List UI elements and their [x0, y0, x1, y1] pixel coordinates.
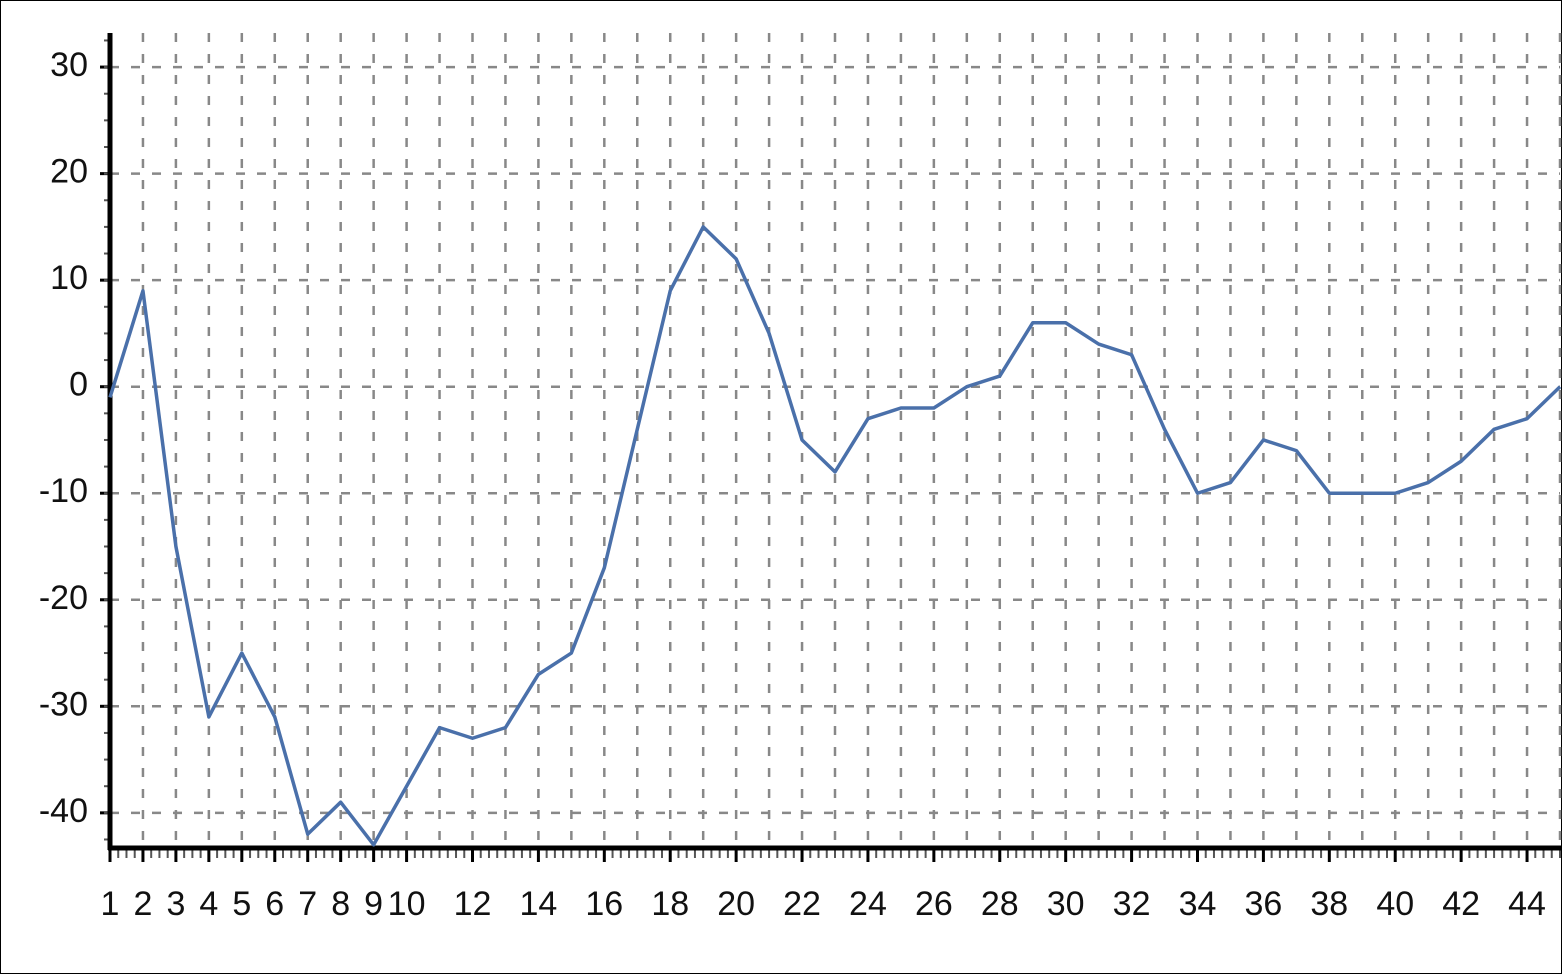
- x-tick-label: 32: [1113, 885, 1151, 923]
- x-tick-label: 7: [298, 885, 317, 923]
- x-tick-label: 4: [199, 885, 218, 923]
- y-tick-label: 10: [50, 259, 88, 297]
- x-tick-label: 9: [364, 885, 383, 923]
- x-tick-label: 28: [981, 885, 1019, 923]
- x-tick-label: 30: [1047, 885, 1085, 923]
- x-tick-label: 44: [1508, 885, 1546, 923]
- y-tick-label: -10: [39, 472, 88, 510]
- y-tick-label: -30: [39, 685, 88, 723]
- x-tick-label: 3: [166, 885, 185, 923]
- x-tick-label: 40: [1376, 885, 1414, 923]
- x-tick-label: 5: [232, 885, 251, 923]
- x-tick-label: 6: [265, 885, 284, 923]
- x-tick-label: 2: [133, 885, 152, 923]
- y-tick-label: -20: [39, 579, 88, 617]
- x-tick-label: 12: [454, 885, 492, 923]
- x-tick-label: 42: [1442, 885, 1480, 923]
- x-tick-label: 24: [849, 885, 887, 923]
- x-tick-label: 20: [717, 885, 755, 923]
- y-tick-label: -40: [39, 792, 88, 830]
- x-tick-label: 16: [585, 885, 623, 923]
- y-tick-label: 20: [50, 153, 88, 191]
- x-tick-label: 10: [388, 885, 426, 923]
- x-tick-label: 26: [915, 885, 953, 923]
- y-tick-label: 0: [69, 366, 88, 404]
- x-tick-label: 14: [519, 885, 557, 923]
- x-tick-label: 22: [783, 885, 821, 923]
- x-tick-label: 38: [1310, 885, 1348, 923]
- data-line: [108, 225, 1562, 847]
- y-tick-label: 30: [50, 46, 88, 84]
- x-tick-label: 36: [1244, 885, 1282, 923]
- x-tick-label: 18: [651, 885, 689, 923]
- x-tick-label: 1: [101, 885, 120, 923]
- x-tick-label: 34: [1179, 885, 1217, 923]
- x-tick-label: 8: [331, 885, 350, 923]
